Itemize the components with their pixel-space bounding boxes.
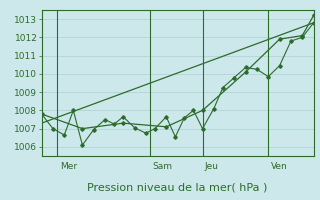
- Text: Ven: Ven: [270, 162, 287, 171]
- Text: Pression niveau de la mer( hPa ): Pression niveau de la mer( hPa ): [87, 182, 268, 192]
- Text: Mer: Mer: [60, 162, 77, 171]
- Text: Jeu: Jeu: [205, 162, 219, 171]
- Text: Sam: Sam: [153, 162, 173, 171]
